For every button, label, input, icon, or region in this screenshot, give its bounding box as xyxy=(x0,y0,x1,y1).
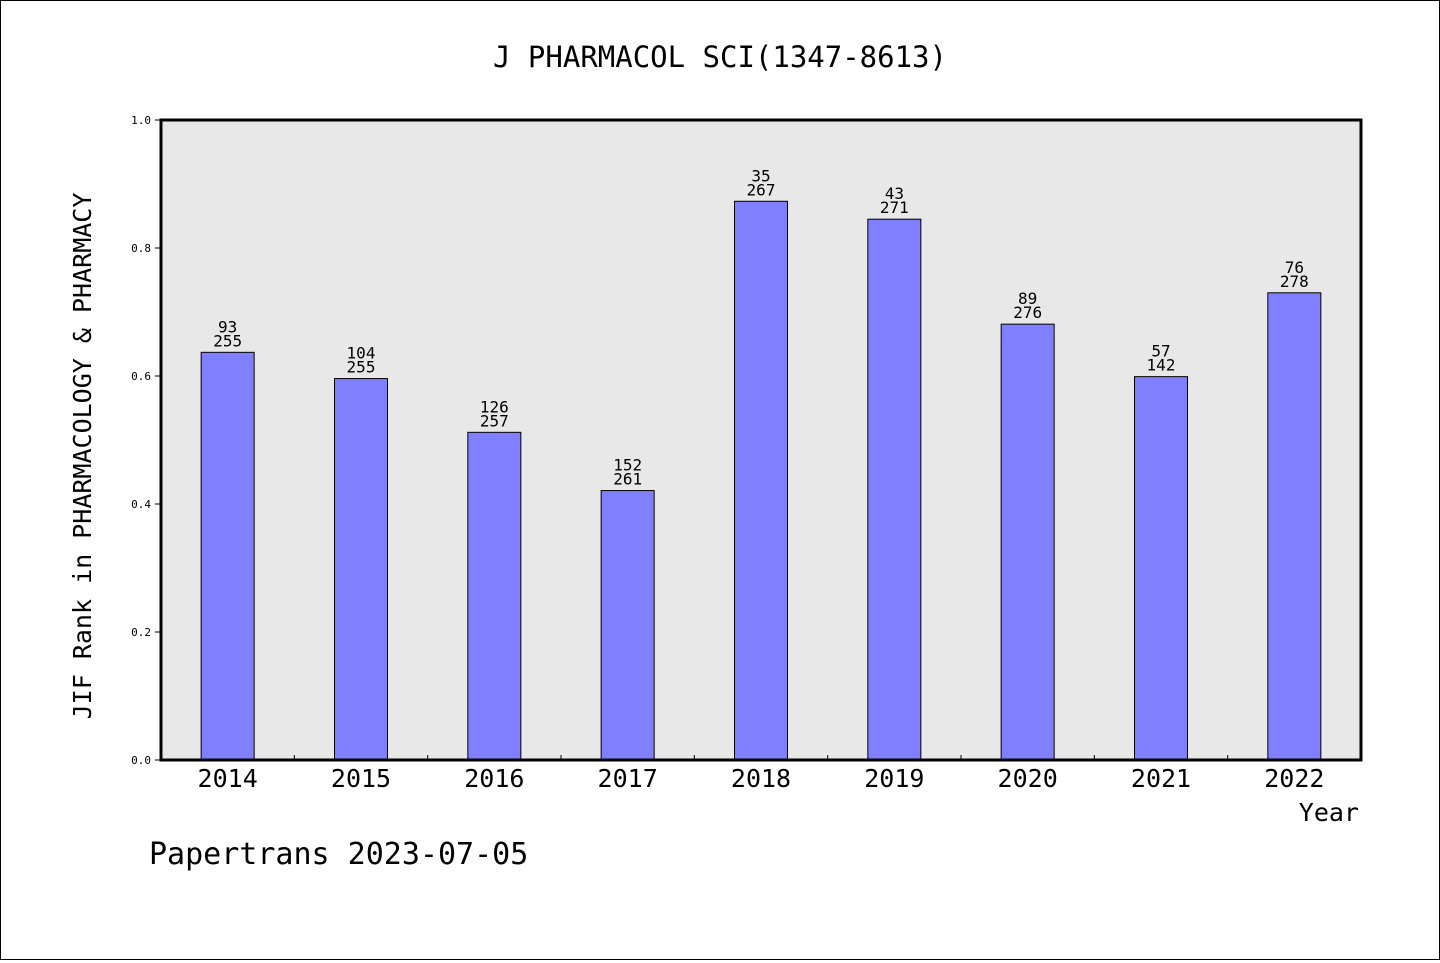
y-tick-label-1.0: 1.0 xyxy=(131,114,151,127)
bar-total-label-2018: 267 xyxy=(747,180,776,199)
bar-total-label-2017: 261 xyxy=(613,470,642,489)
bar-2015 xyxy=(334,378,388,761)
y-tick-label-0.8: 0.8 xyxy=(131,242,151,255)
bar-rank-label-2021: 57 xyxy=(1151,342,1170,361)
bar-2019 xyxy=(867,218,922,761)
bar-2014 xyxy=(200,351,255,761)
bar-2022 xyxy=(1267,292,1322,761)
bar-total-label-2022: 278 xyxy=(1280,272,1309,291)
bar-2018 xyxy=(734,200,788,761)
y-tick-label-0.6: 0.6 xyxy=(131,370,151,383)
bar-total-label-2014: 255 xyxy=(213,331,242,350)
y-axis: 0.0 0.2 0.4 0.6 0.8 1.0 xyxy=(131,114,161,767)
bar-rank-label-2019: 43 xyxy=(885,184,904,203)
x-axis-label: Year xyxy=(1299,798,1359,827)
bar-rank-label-2018: 35 xyxy=(751,166,770,185)
bar-rank-label-2020: 89 xyxy=(1018,289,1037,308)
bar-rank-label-2016: 126 xyxy=(480,397,509,416)
x-tick-label-2015: 2015 xyxy=(331,764,391,793)
x-tick-label-2014: 2014 xyxy=(198,764,258,793)
x-tick-label-2021: 2021 xyxy=(1131,764,1191,793)
bar-2016 xyxy=(467,431,522,761)
footer-credit: Papertrans 2023-07-05 xyxy=(149,837,528,872)
y-tick-label-0.4: 0.4 xyxy=(131,498,151,511)
bars-group xyxy=(200,200,1322,761)
y-tick-label-0.2: 0.2 xyxy=(131,626,151,639)
plot-border xyxy=(159,118,1363,762)
x-tick-label-2020: 2020 xyxy=(998,764,1058,793)
bar-rank-label-2015: 104 xyxy=(347,344,376,363)
bar-2017 xyxy=(600,490,655,761)
x-tick-label-2022: 2022 xyxy=(1264,764,1324,793)
bar-2021 xyxy=(1134,376,1188,761)
x-tick-label-2017: 2017 xyxy=(598,764,658,793)
bar-total-label-2021: 142 xyxy=(1147,356,1176,375)
bar-2020 xyxy=(1000,323,1055,761)
bar-total-label-2016: 257 xyxy=(480,411,509,430)
bar-rank-label-2014: 93 xyxy=(218,317,237,336)
x-tick-label-2016: 2016 xyxy=(464,764,524,793)
bar-total-label-2019: 271 xyxy=(880,198,909,217)
bar-rank-label-2022: 76 xyxy=(1285,258,1304,277)
y-tick-label-0.0: 0.0 xyxy=(131,754,151,767)
bar-total-label-2020: 276 xyxy=(1013,303,1042,322)
bar-total-label-2015: 255 xyxy=(347,358,376,377)
y-axis-label: JIF Rank in PHARMACOLOGY & PHARMACY xyxy=(68,193,97,720)
x-tick-label-2019: 2019 xyxy=(864,764,924,793)
x-axis: 2014 2015 2016 2017 2018 2019 2020 2021 2022 xyxy=(198,755,1324,793)
chart-title: J PHARMACOL SCI(1347-8613) xyxy=(493,40,947,74)
x-tick-label-2018: 2018 xyxy=(731,764,791,793)
bar-rank-label-2017: 152 xyxy=(613,456,642,475)
